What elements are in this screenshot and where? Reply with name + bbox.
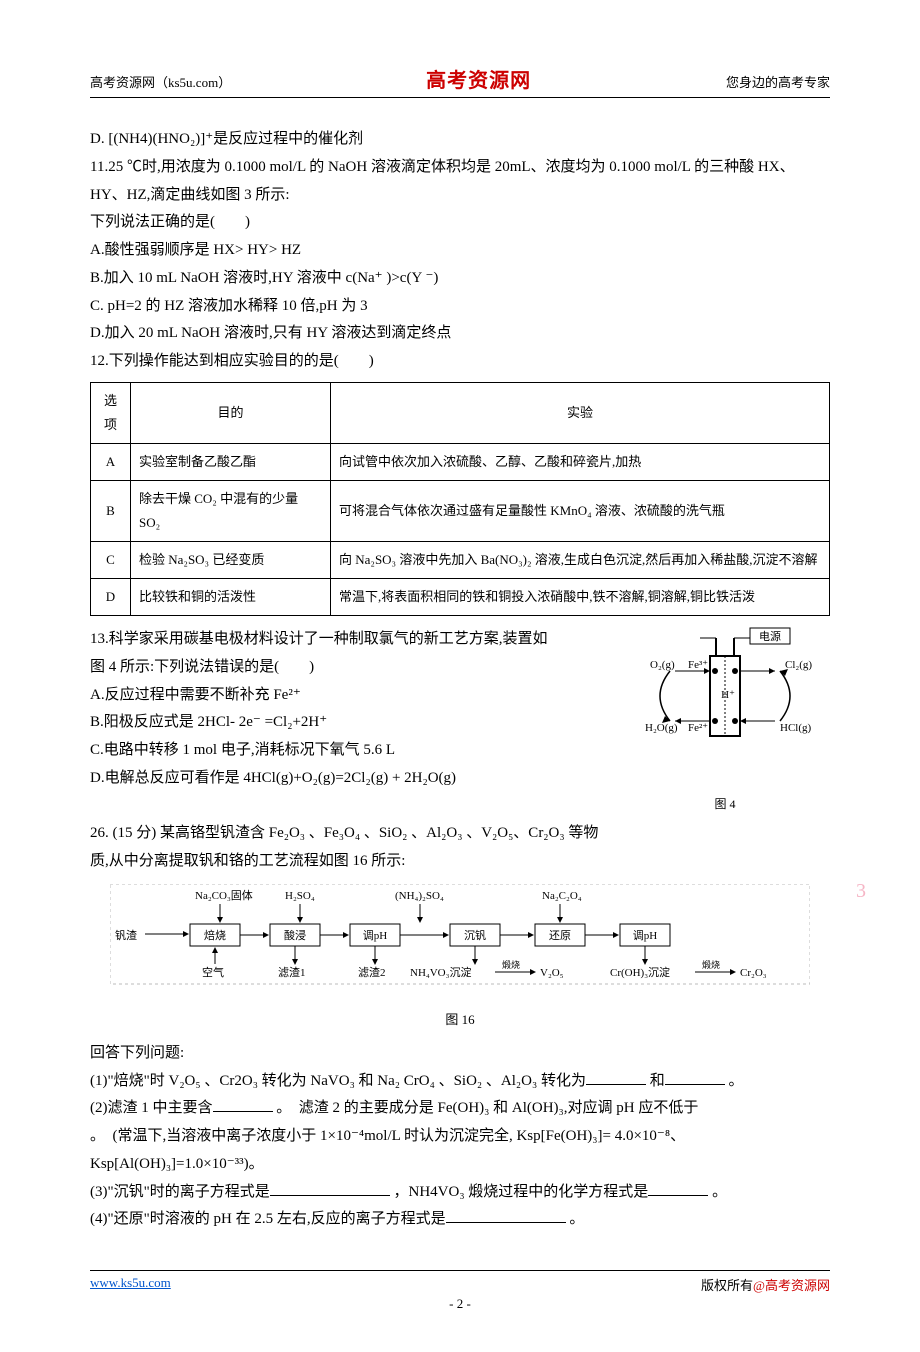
blank <box>270 1181 390 1196</box>
q10-option-d: D. [(NH4)(HNO₂)]⁺是反应过程中的催化剂 <box>90 126 830 154</box>
q26-p2: (2)滤渣 1 中主要含 。 滤渣 2 的主要成分是 Fe(OH)₃ 和 Al(… <box>90 1095 830 1123</box>
q26-p2b: 。 (常温下,当溶液中离子浓度小于 1×10⁻⁴mol/L 时认为沉淀完全, K… <box>90 1123 830 1179</box>
page-footer: www.ks5u.com 版权所有@高考资源网 <box>90 1270 830 1294</box>
svg-text:煅烧: 煅烧 <box>502 959 520 970</box>
table-row: C 检验 Na₂SO₃ 已经变质 向 Na₂SO₃ 溶液中先加入 Ba(NO₃)… <box>91 541 830 578</box>
q12-th-purpose: 目的 <box>131 382 331 443</box>
table-row: D 比较铁和铜的活泼性 常温下,将表面积相同的铁和铜投入浓硝酸中,铁不溶解,铜溶… <box>91 579 830 616</box>
svg-text:H₂O(g): H₂O(g) <box>645 722 678 734</box>
svg-text:H⁺: H⁺ <box>721 689 735 701</box>
q12-th-opt: 选项 <box>91 382 131 443</box>
svg-text:调pH: 调pH <box>363 929 387 942</box>
cell-opt: C <box>91 541 131 578</box>
svg-text:O₂(g): O₂(g) <box>650 659 675 671</box>
svg-text:Na₂CO₃固体: Na₂CO₃固体 <box>195 888 253 902</box>
cell-purpose: 比较铁和铜的活泼性 <box>131 579 331 616</box>
svg-text:NH₄VO₃沉淀: NH₄VO₃沉淀 <box>410 965 471 979</box>
svg-text:V₂O₅: V₂O₅ <box>540 967 564 979</box>
cell-purpose: 检验 Na₂SO₃ 已经变质 <box>131 541 331 578</box>
footer-url: www.ks5u.com <box>90 1275 171 1294</box>
annotation-mark: 3 <box>856 880 866 903</box>
content: D. [(NH4)(HNO₂)]⁺是反应过程中的催化剂 11.25 ℃时,用浓度… <box>90 126 830 1234</box>
q11-option-d: D.加入 20 mL NaOH 溶液时,只有 HY 溶液达到滴定终点 <box>90 320 830 348</box>
footer-copyright: 版权所有@高考资源网 <box>701 1275 830 1294</box>
page-number: - 2 - <box>90 1296 830 1312</box>
q11-option-b: B.加入 10 mL NaOH 溶液时,HY 溶液中 c(Na⁺ )>c(Y ⁻… <box>90 265 830 293</box>
figure-16: Na₂CO₃固体 H₂SO₄ (NH₄)₂SO₄ Na₂C₂O₄ 钒渣 焙烧 酸… <box>90 884 830 1032</box>
header-site: 高考资源网（ks5u.com） <box>90 72 231 91</box>
q12-stem: 12.下列操作能达到相应实验目的的是( ) <box>90 348 830 376</box>
blank <box>213 1097 273 1112</box>
q11-stem: 11.25 ℃时,用浓度为 0.1000 mol/L 的 NaOH 溶液滴定体积… <box>90 154 830 210</box>
header-tagline: 您身边的高考专家 <box>726 72 830 91</box>
svg-text:电源: 电源 <box>759 629 781 643</box>
cell-exp: 可将混合气体依次通过盛有足量酸性 KMnO₄ 溶液、浓硫酸的洗气瓶 <box>331 480 830 541</box>
svg-text:H₂SO₄: H₂SO₄ <box>285 890 315 902</box>
q13-option-a: A.反应过程中需要不断补充 Fe²⁺ <box>90 682 608 710</box>
figure-16-caption: 图 16 <box>90 1008 830 1032</box>
figure-4-caption: 图 4 <box>620 793 830 815</box>
svg-text:HCl(g): HCl(g) <box>780 722 812 734</box>
cell-purpose: 实验室制备乙酸乙酯 <box>131 443 331 480</box>
q26-stem: 26. (15 分) 某高铬型钒渣含 Fe₂O₃ 、Fe₃O₄ 、SiO₂ 、A… <box>90 820 608 876</box>
svg-text:沉钒: 沉钒 <box>464 928 486 942</box>
q26-p1: (1)"焙烧"时 V₂O₅ 、Cr2O₃ 转化为 NaVO₃ 和 Na₂ CrO… <box>90 1068 830 1096</box>
svg-text:Cr₂O₃: Cr₂O₃ <box>740 967 767 979</box>
cell-opt: D <box>91 579 131 616</box>
header-title: 高考资源网 <box>426 64 531 93</box>
table-row: A 实验室制备乙酸乙酯 向试管中依次加入浓硫酸、乙醇、乙酸和碎瓷片,加热 <box>91 443 830 480</box>
svg-text:Fe²⁺: Fe²⁺ <box>688 722 708 734</box>
svg-text:调pH: 调pH <box>633 929 657 942</box>
table-row: B 除去干燥 CO₂ 中混有的少量 SO₂ 可将混合气体依次通过盛有足量酸性 K… <box>91 480 830 541</box>
svg-text:焙烧: 焙烧 <box>204 928 226 942</box>
cell-exp: 向试管中依次加入浓硫酸、乙醇、乙酸和碎瓷片,加热 <box>331 443 830 480</box>
page-header: 高考资源网（ks5u.com） 高考资源网 您身边的高考专家 <box>90 64 830 98</box>
cell-opt: B <box>91 480 131 541</box>
q12-table: 选项 目的 实验 A 实验室制备乙酸乙酯 向试管中依次加入浓硫酸、乙醇、乙酸和碎… <box>90 382 830 616</box>
q11-option-c: C. pH=2 的 HZ 溶液加水稀释 10 倍,pH 为 3 <box>90 293 830 321</box>
q13-line1: 13.科学家采用碳基电极材料设计了一种制取氯气的新工艺方案,装置如 <box>90 626 608 654</box>
cell-purpose: 除去干燥 CO₂ 中混有的少量 SO₂ <box>131 480 331 541</box>
blank <box>665 1070 725 1085</box>
cell-exp: 向 Na₂SO₃ 溶液中先加入 Ba(NO₃)₂ 溶液,生成白色沉淀,然后再加入… <box>331 541 830 578</box>
svg-text:滤渣1: 滤渣1 <box>278 965 306 979</box>
q11-option-a: A.酸性强弱顺序是 HX> HY> HZ <box>90 237 830 265</box>
q13-option-d: D.电解总反应可看作是 4HCl(g)+O₂(g)=2Cl₂(g) + 2H₂O… <box>90 765 608 793</box>
svg-text:Na₂C₂O₄: Na₂C₂O₄ <box>542 890 582 902</box>
blank <box>446 1208 566 1223</box>
figure-4: 电源 H⁺ O₂(g) H₂O(g) Fe³⁺ Fe²⁺ C <box>620 626 830 815</box>
svg-text:滤渣2: 滤渣2 <box>358 965 386 979</box>
svg-text:煅烧: 煅烧 <box>702 959 720 970</box>
svg-text:(NH₄)₂SO₄: (NH₄)₂SO₄ <box>395 890 444 902</box>
svg-text:Cr(OH)₃沉淀: Cr(OH)₃沉淀 <box>610 965 670 979</box>
svg-text:还原: 还原 <box>549 929 571 942</box>
q11-prompt: 下列说法正确的是( ) <box>90 209 830 237</box>
q26-p4: (4)"还原"时溶液的 pH 在 2.5 左右,反应的离子方程式是 。 <box>90 1206 830 1234</box>
q12-th-exp: 实验 <box>331 382 830 443</box>
svg-text:钒渣: 钒渣 <box>115 928 137 942</box>
blank <box>648 1181 708 1196</box>
svg-text:Cl₂(g): Cl₂(g) <box>785 659 812 671</box>
q26-p3: (3)"沉钒"时的离子方程式是 ，NH4VO₃ 煅烧过程中的化学方程式是 。 <box>90 1179 830 1207</box>
q13-line2: 图 4 所示:下列说法错误的是( ) <box>90 654 608 682</box>
svg-text:酸浸: 酸浸 <box>284 928 306 942</box>
cell-opt: A <box>91 443 131 480</box>
q26-answer-intro: 回答下列问题: <box>90 1040 830 1068</box>
svg-text:空气: 空气 <box>202 965 224 979</box>
q13-option-b: B.阳极反应式是 2HCl- 2e⁻ =Cl₂+2H⁺ <box>90 709 608 737</box>
q13-option-c: C.电路中转移 1 mol 电子,消耗标况下氧气 5.6 L <box>90 737 608 765</box>
blank <box>586 1070 646 1085</box>
cell-exp: 常温下,将表面积相同的铁和铜投入浓硝酸中,铁不溶解,铜溶解,铜比铁活泼 <box>331 579 830 616</box>
